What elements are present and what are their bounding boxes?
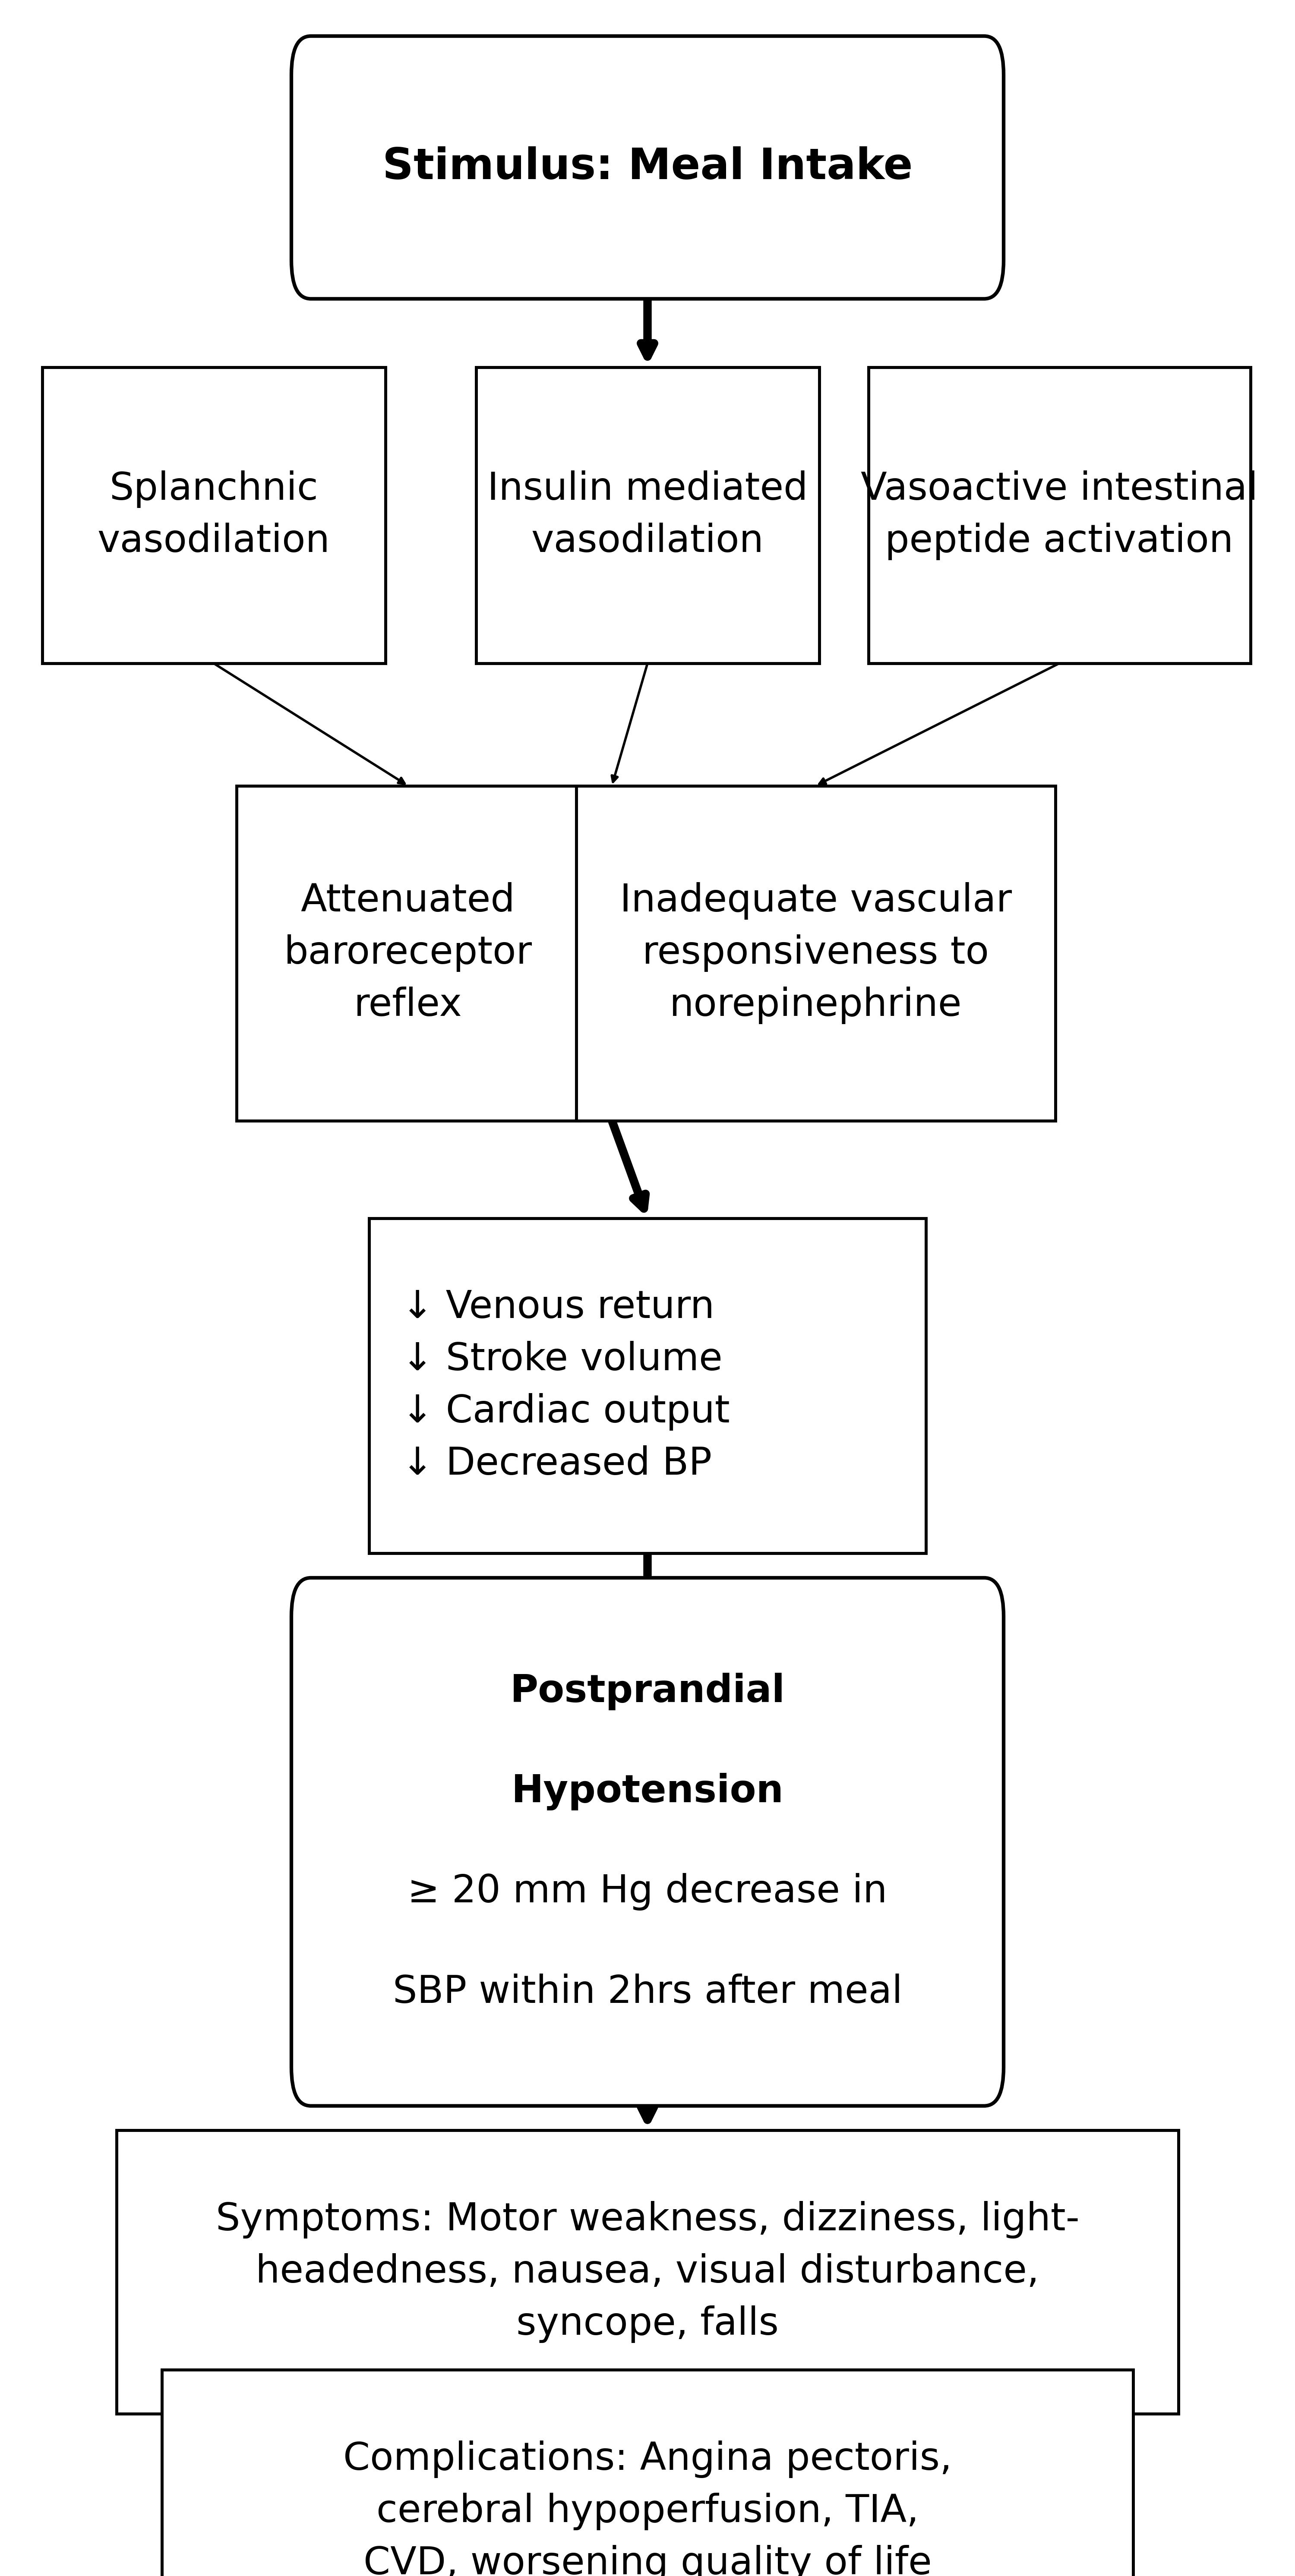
FancyBboxPatch shape bbox=[291, 36, 1004, 299]
Text: Splanchnic
vasodilation: Splanchnic vasodilation bbox=[97, 471, 330, 559]
Text: Postprandial: Postprandial bbox=[510, 1672, 785, 1710]
Text: Attenuated
baroreceptor
reflex: Attenuated baroreceptor reflex bbox=[284, 881, 532, 1025]
Text: ≥ 20 mm Hg decrease in: ≥ 20 mm Hg decrease in bbox=[408, 1873, 887, 1911]
Bar bbox=[236, 786, 580, 1121]
Bar bbox=[369, 1218, 926, 1553]
FancyBboxPatch shape bbox=[291, 1577, 1004, 2107]
Text: Symptoms: Motor weakness, dizziness, light-
headedness, nausea, visual disturban: Symptoms: Motor weakness, dizziness, lig… bbox=[216, 2200, 1079, 2344]
Bar bbox=[868, 368, 1250, 662]
Bar bbox=[117, 2130, 1178, 2414]
Bar bbox=[162, 2370, 1133, 2576]
Bar bbox=[477, 368, 820, 662]
Text: Stimulus: Meal Intake: Stimulus: Meal Intake bbox=[382, 147, 913, 188]
Text: SBP within 2hrs after meal: SBP within 2hrs after meal bbox=[392, 1973, 903, 2012]
Bar bbox=[576, 786, 1055, 1121]
Text: ↓ Venous return
↓ Stroke volume
↓ Cardiac output
↓ Decreased BP: ↓ Venous return ↓ Stroke volume ↓ Cardia… bbox=[401, 1288, 730, 1484]
Text: Hypotension: Hypotension bbox=[512, 1772, 783, 1811]
Text: Insulin mediated
vasodilation: Insulin mediated vasodilation bbox=[487, 471, 808, 559]
Text: Inadequate vascular
responsiveness to
norepinephrine: Inadequate vascular responsiveness to no… bbox=[620, 881, 1011, 1025]
Text: Complications: Angina pectoris,
cerebral hypoperfusion, TIA,
CVD, worsening qual: Complications: Angina pectoris, cerebral… bbox=[343, 2439, 952, 2576]
Bar bbox=[41, 368, 386, 662]
Text: Vasoactive intestinal
peptide activation: Vasoactive intestinal peptide activation bbox=[861, 471, 1257, 559]
